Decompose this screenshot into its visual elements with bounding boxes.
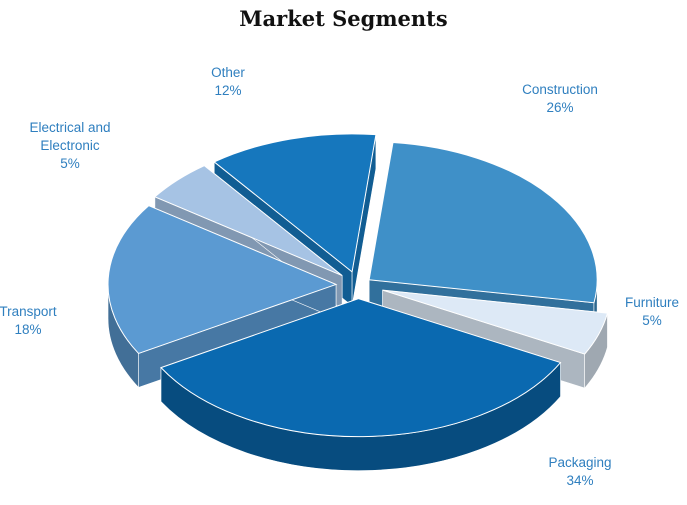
pie-slice-construction [368,141,598,304]
slice-label: Packaging 34% [548,455,611,488]
slice-label: Furniture 5% [625,295,679,328]
pie-slice-packaging [160,298,562,438]
slice-labels: Construction 26% Furniture 5% Packaging 34% Tr… [0,65,679,488]
slice-label: Transport 18% [0,304,57,337]
slice-tops [107,133,609,438]
pie-slice-electrical-and-electronic [153,165,343,277]
slice-label: Other 12% [211,65,245,98]
pie-slice-other [213,133,377,273]
slice-label: Construction 26% [522,82,598,115]
pie-slice-furniture [382,289,609,355]
pie-slice-transport [107,205,338,355]
chart-title: Market Segments [239,6,448,31]
slice-label: Electrical and Electronic 5% [29,120,110,171]
